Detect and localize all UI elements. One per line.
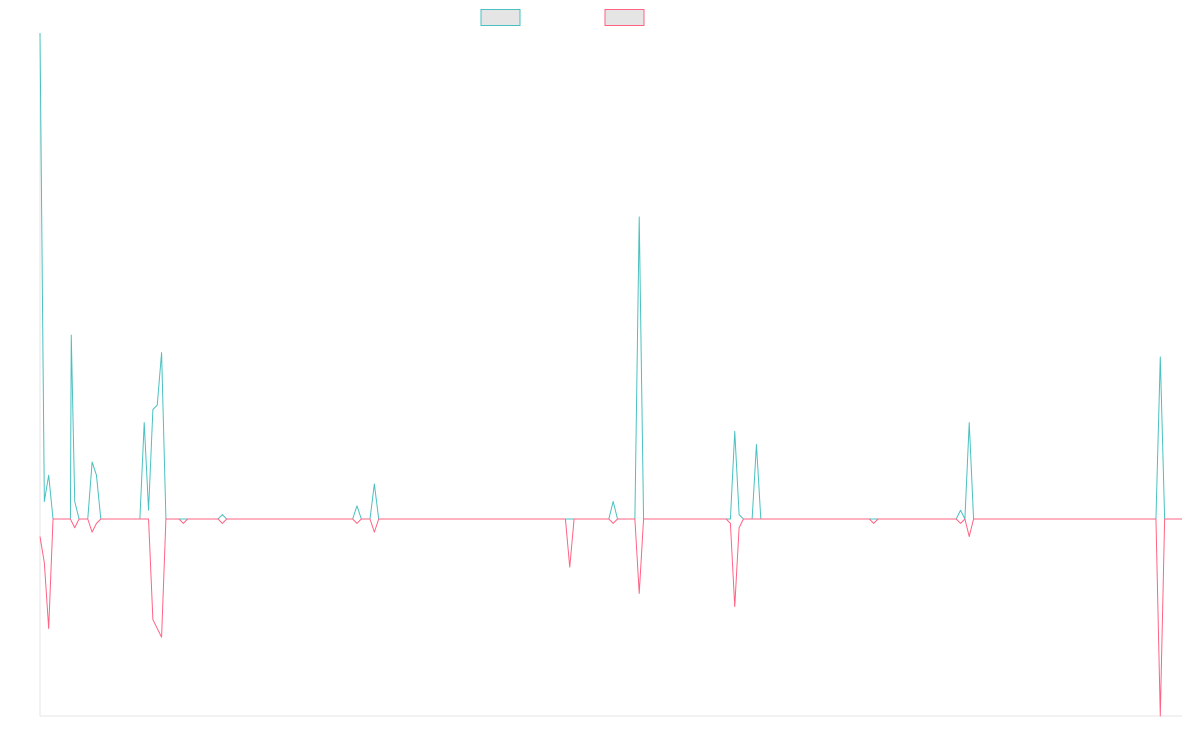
legend-swatch-1[interactable] [480,9,521,26]
legend-swatch-2[interactable] [604,9,645,26]
series-line-1 [39,32,1182,520]
series-layer [39,32,1182,717]
series-line-2 [39,518,1182,717]
legend [480,9,645,26]
